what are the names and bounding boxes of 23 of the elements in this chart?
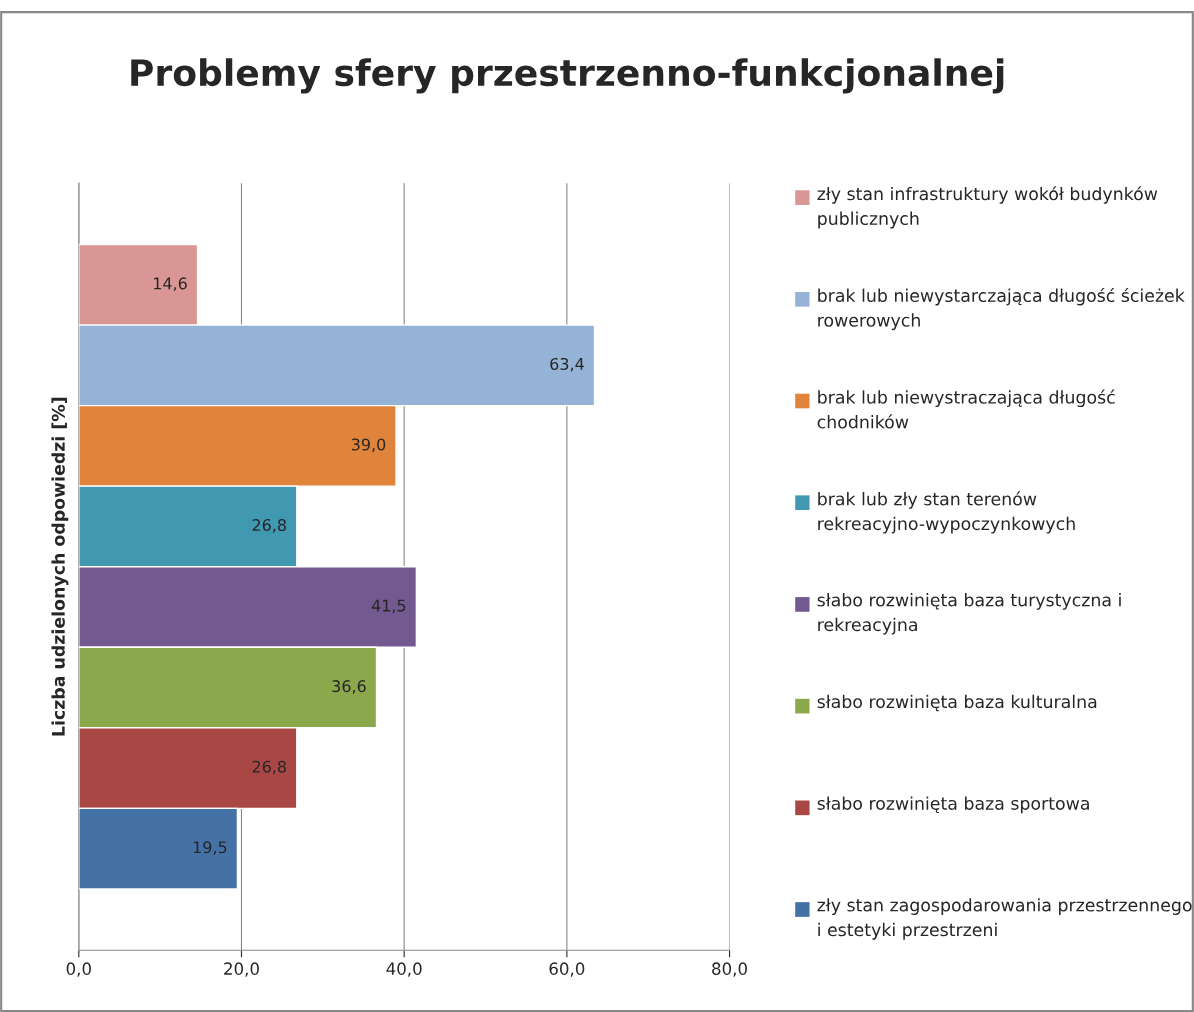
- y-axis-title: Liczba udzielonych odpowiedzi [%]: [51, 397, 69, 736]
- data-label: 26,8: [252, 760, 286, 775]
- legend-label: zły stan infrastruktury wokół budynków publicznych: [817, 186, 1158, 229]
- data-label: 39,0: [351, 438, 386, 453]
- x-tick-label: 20,0: [224, 962, 259, 977]
- data-label: 19,5: [193, 841, 227, 855]
- legend-label: słabo rozwinięta baza turystyczna i rekreacyjna: [817, 593, 1121, 635]
- legend-label: brak lub niewystarczająca długość ścieżek rowerowych: [818, 287, 1185, 331]
- data-label: 14,6: [153, 277, 187, 292]
- x-tick-label: 80,0: [712, 962, 747, 977]
- x-tick-label: 60,0: [549, 962, 585, 977]
- legend-label: słabo rozwinięta baza kulturalna: [817, 694, 1097, 712]
- data-label: 26,8: [252, 519, 286, 533]
- data-label: 36,6: [332, 680, 366, 694]
- legend-label: słabo rozwinięta baza sportowa: [817, 796, 1089, 814]
- x-tick-label: 40,0: [386, 962, 422, 977]
- legend-label: brak lub zły stan terenów rekreacyjno-wypoczynkowych: [818, 491, 1075, 534]
- chart-title: Problemy sfery przestrzenno-funkcjonalnej: [131, 58, 1004, 94]
- data-label: 63,4: [550, 357, 584, 372]
- legend-label: brak lub niewystraczająca długość chodników: [817, 389, 1115, 429]
- data-label: 41,5: [371, 599, 406, 614]
- x-tick-label: 0,0: [66, 962, 91, 977]
- legend-label: zły stan zagospodarowania przestrzennego i estetyki przestrzeni: [817, 898, 1192, 940]
